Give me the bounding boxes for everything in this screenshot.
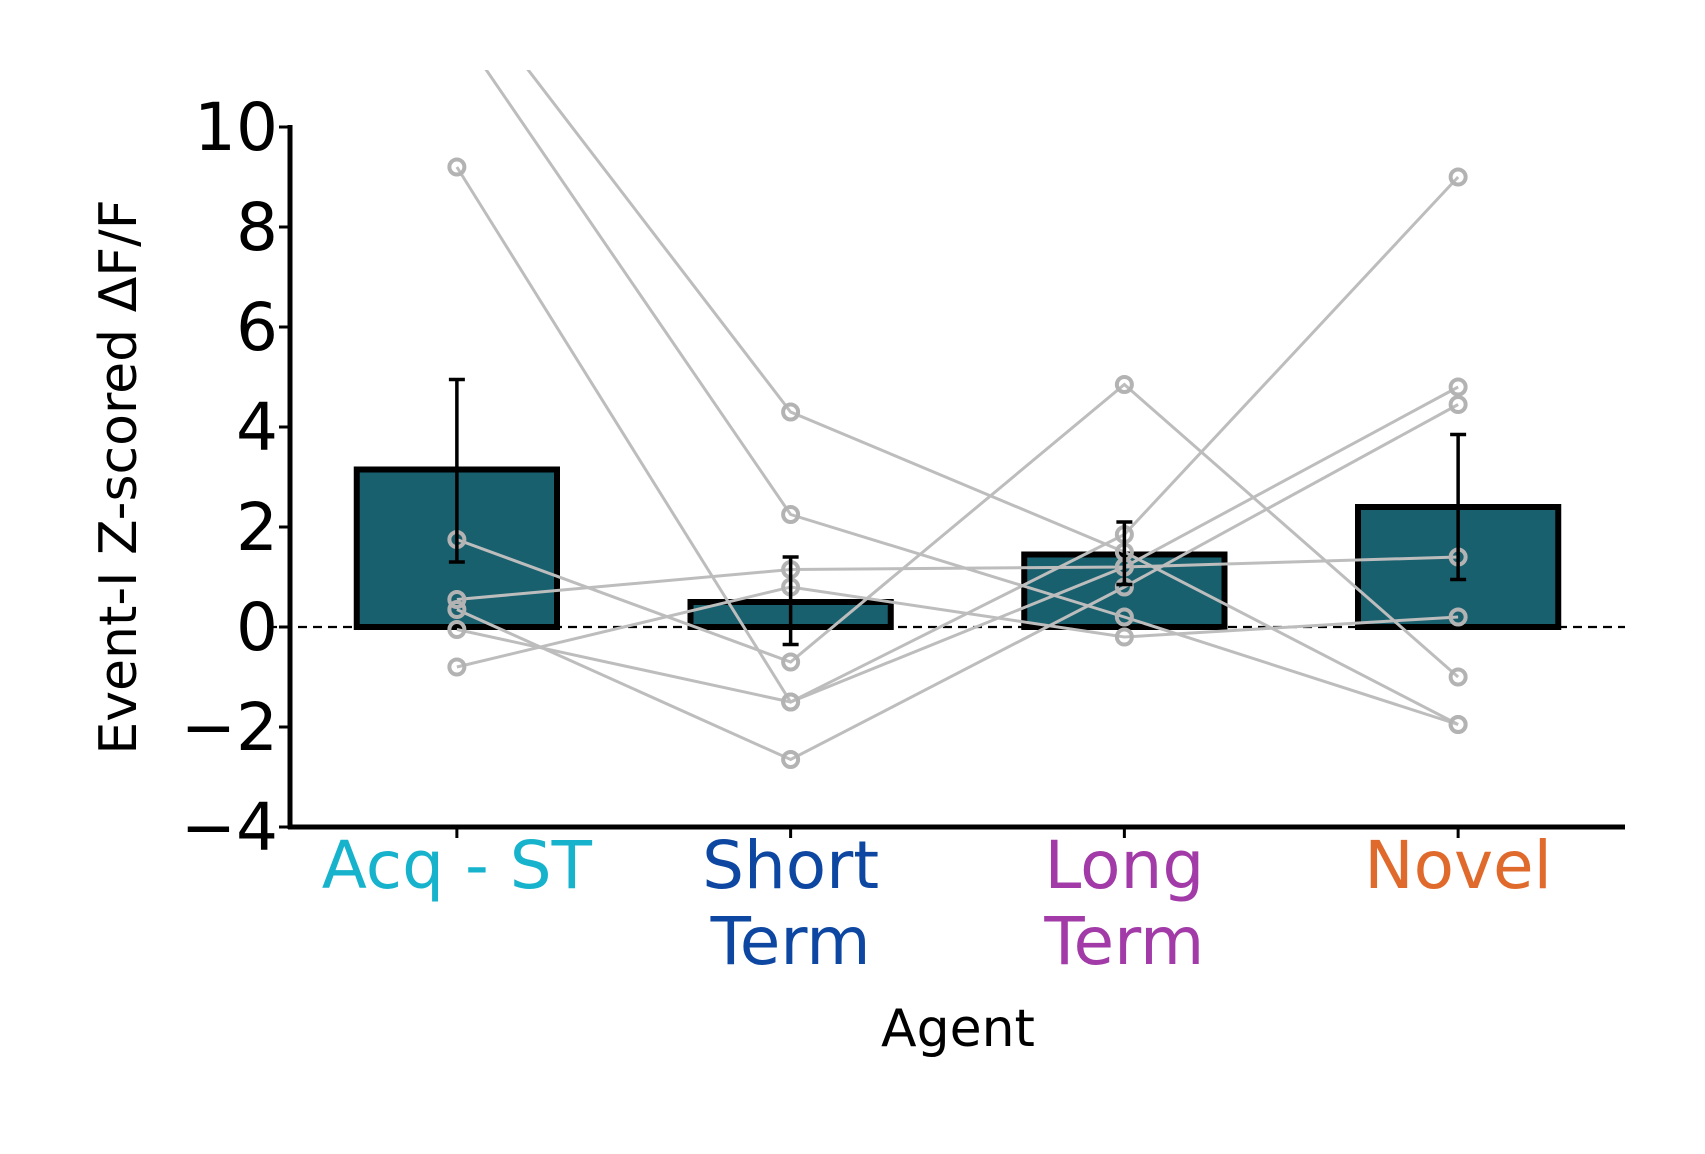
subject-point-1-1 — [781, 505, 801, 524]
x-tick-label-2-0: Long — [1045, 827, 1205, 904]
y-tick-label-5: 6 — [236, 289, 278, 366]
subject-point-2-1 — [781, 652, 801, 672]
subject-lines — [447, 70, 1468, 769]
subject-line-4 — [456, 403, 1459, 762]
x-axis-label: Agent — [881, 999, 1035, 1059]
subject-point-6-3 — [1448, 607, 1468, 627]
subject-line-6 — [456, 585, 1459, 669]
bars-layer — [353, 466, 1562, 630]
y-tick-label-1: −2 — [181, 689, 278, 766]
x-tick-label-2-1: Term — [1043, 903, 1204, 980]
x-tick-label-1-0: Short — [702, 827, 879, 904]
x-tick-label-3-0: Novel — [1364, 827, 1552, 904]
subject-point-2-2 — [1114, 375, 1134, 394]
error-bar-0 — [448, 377, 465, 564]
subject-line-2 — [456, 382, 1460, 679]
error-bar-2 — [1116, 520, 1133, 587]
subject-point-7-1 — [781, 402, 801, 422]
y-tick-label-0: −4 — [181, 789, 278, 866]
subject-point-6-0 — [447, 657, 467, 677]
subject-line-1 — [484, 70, 1459, 726]
subject-point-5-1 — [781, 692, 801, 712]
y-axis-label: Event-I Z-scored ΔF/F — [89, 199, 149, 754]
subject-point-6-2 — [1114, 627, 1134, 647]
y-tick-label-6: 8 — [236, 189, 278, 266]
subject-point-0-3 — [1448, 377, 1468, 397]
x-tick-label-0-0: Acq - ST — [322, 827, 593, 904]
y-tick-label-3: 2 — [236, 489, 278, 566]
subject-line-0 — [455, 166, 1459, 704]
subject-point-3-0 — [447, 590, 467, 609]
subject-point-7-3 — [1448, 715, 1468, 734]
subject-line-7 — [526, 70, 1459, 726]
y-tick-label-4: 4 — [236, 389, 278, 466]
subject-point-4-0 — [447, 600, 467, 619]
subject-point-4-3 — [1448, 395, 1468, 414]
subject-point-1-2 — [1114, 607, 1134, 627]
subject-point-0-0 — [447, 157, 467, 177]
subject-line-3 — [456, 555, 1459, 601]
error-bar-3 — [1450, 432, 1467, 582]
subject-line-5 — [456, 175, 1460, 704]
subject-point-5-3 — [1448, 167, 1468, 187]
error-bar-1 — [782, 555, 799, 647]
subject-point-2-3 — [1448, 667, 1468, 687]
subject-point-5-0 — [447, 620, 467, 639]
y-tick-label-7: 10 — [194, 89, 278, 166]
y-tick-label-2: 0 — [236, 589, 278, 666]
error-bars — [448, 377, 1467, 647]
subject-point-4-1 — [781, 750, 801, 769]
axes — [279, 125, 1625, 838]
x-tick-label-1-1: Term — [710, 903, 871, 980]
